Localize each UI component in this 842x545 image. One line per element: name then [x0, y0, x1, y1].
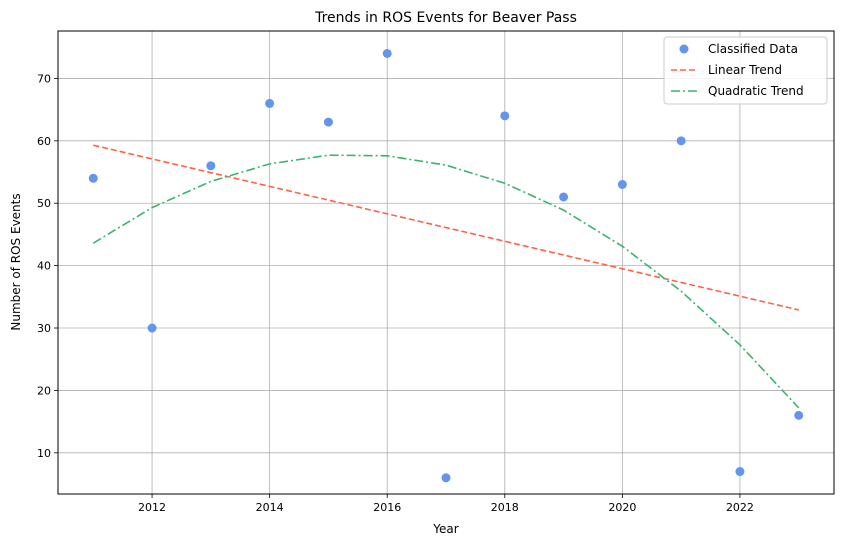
data-point [441, 473, 451, 483]
y-axis-label: Number of ROS Events [9, 193, 23, 330]
series-layer [88, 48, 804, 483]
legend-entry: Linear Trend [708, 63, 782, 77]
y-tick-label: 10 [37, 447, 51, 460]
y-tick-label: 50 [37, 197, 51, 210]
legend: Classified Data Linear Trend Quadratic Tre… [663, 36, 828, 105]
y-tick-label: 40 [37, 260, 51, 273]
data-point [323, 117, 333, 127]
data-point [500, 111, 510, 121]
chart-title: Trends in ROS Events for Beaver Pass [314, 10, 577, 26]
x-tick-label: 2018 [491, 501, 519, 514]
x-tick-label: 2012 [138, 501, 166, 514]
y-tick-label: 60 [37, 135, 51, 148]
x-tick-label: 2020 [608, 501, 636, 514]
linear-trend-line [93, 144, 799, 311]
y-axis: 10 20 30 40 50 60 70 [37, 72, 58, 460]
legend-entry: Classified Data [708, 42, 798, 56]
data-point [265, 98, 275, 108]
legend-box [663, 36, 828, 105]
data-point [382, 48, 392, 58]
x-axis-label: Year [432, 522, 458, 536]
data-point [735, 467, 745, 477]
data-point [147, 323, 157, 333]
quadratic-trend-line [92, 154, 800, 409]
x-tick-label: 2016 [373, 501, 401, 514]
y-tick-label: 20 [37, 384, 51, 397]
data-point [794, 410, 804, 420]
data-point [88, 173, 98, 183]
plot-frame [57, 30, 835, 495]
data-point [617, 180, 627, 190]
legend-entry: Quadratic Trend [708, 84, 804, 98]
legend-marker [679, 44, 689, 54]
x-axis: 2012 2014 2016 2018 2020 2022 [138, 494, 754, 514]
y-tick-label: 30 [37, 322, 51, 335]
x-tick-label: 2014 [256, 501, 284, 514]
data-point [206, 161, 216, 171]
x-tick-label: 2022 [726, 501, 754, 514]
y-tick-label: 70 [37, 72, 51, 85]
data-point [559, 192, 569, 202]
data-point [676, 136, 686, 146]
